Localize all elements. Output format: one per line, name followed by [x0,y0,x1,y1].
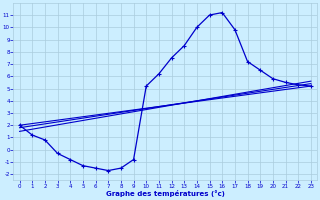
X-axis label: Graphe des températures (°c): Graphe des températures (°c) [106,190,225,197]
